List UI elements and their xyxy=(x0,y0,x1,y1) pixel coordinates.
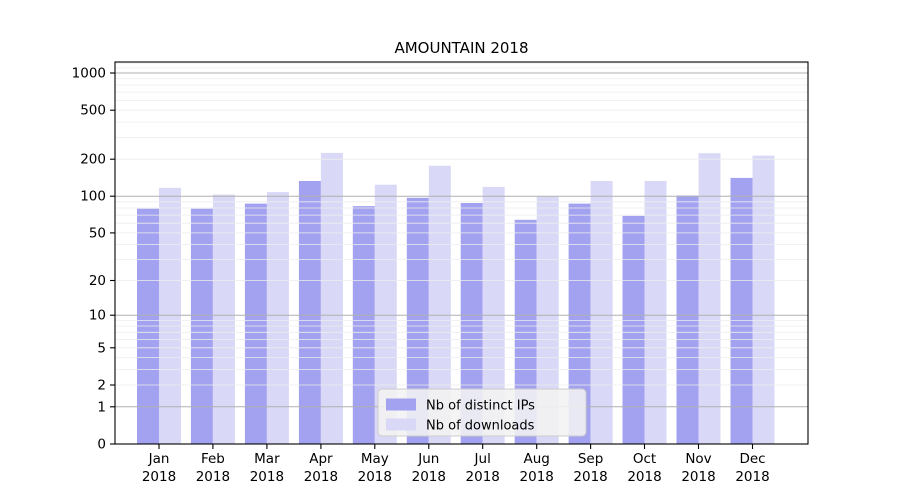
bar-distinct-ips-dec xyxy=(730,177,753,444)
bar-distinct-ips-sep xyxy=(568,203,591,444)
y-tick-label-100: 100 xyxy=(80,189,106,205)
bar-distinct-ips-jul xyxy=(460,203,483,444)
bar-downloads-nov xyxy=(698,153,721,444)
plot-frame xyxy=(114,61,809,445)
y-tick-label-200: 200 xyxy=(80,152,106,168)
x-tick-label-dec: Dec 2018 xyxy=(735,451,769,485)
x-tick-label-feb: Feb 2018 xyxy=(196,451,230,485)
y-tick-label-5: 5 xyxy=(97,340,106,356)
x-tick-label-nov: Nov 2018 xyxy=(681,451,715,485)
y-tick-label-20: 20 xyxy=(89,273,106,289)
axes-layer xyxy=(110,61,809,449)
bar-downloads-apr xyxy=(320,152,343,444)
x-tick-label-sep: Sep 2018 xyxy=(573,451,607,485)
legend-swatch-downloads xyxy=(386,418,416,431)
bars-layer xyxy=(137,152,775,445)
bar-distinct-ips-may xyxy=(352,206,375,444)
x-tick-label-may: May 2018 xyxy=(358,451,392,485)
legend-swatch-distinct-ips xyxy=(386,398,416,411)
legend-box xyxy=(377,388,587,437)
x-tick-label-apr: Apr 2018 xyxy=(304,451,338,485)
bar-downloads-may xyxy=(374,184,397,444)
y-tick-label-2: 2 xyxy=(97,378,106,394)
x-tick-label-oct: Oct 2018 xyxy=(627,451,661,485)
y-tick-label-0: 0 xyxy=(97,437,106,453)
bar-downloads-mar xyxy=(266,192,289,444)
y-tick-label-50: 50 xyxy=(89,225,106,241)
x-tick-label-jan: Jan 2018 xyxy=(142,451,176,485)
bar-downloads-dec xyxy=(752,155,775,444)
grid-layer xyxy=(115,62,808,408)
bar-downloads-sep xyxy=(590,181,613,444)
bar-distinct-ips-apr xyxy=(298,181,321,444)
bar-downloads-feb xyxy=(212,194,235,444)
y-tick-label-1000: 1000 xyxy=(72,66,106,82)
x-tick-label-jul: Jul 2018 xyxy=(466,451,500,485)
bar-downloads-jan xyxy=(159,187,181,445)
y-tick-label-1: 1 xyxy=(97,399,106,415)
y-tick-label-10: 10 xyxy=(89,308,106,324)
x-tick-label-mar: Mar 2018 xyxy=(250,451,284,485)
bar-distinct-ips-nov xyxy=(676,195,699,444)
legend: Nb of distinct IPs Nb of downloads xyxy=(377,388,587,437)
x-tick-label-jun: Jun 2018 xyxy=(412,451,446,485)
chart-title: AMOUNTAIN 2018 xyxy=(394,39,528,57)
bar-distinct-ips-mar xyxy=(244,203,267,444)
x-tick-label-aug: Aug 2018 xyxy=(520,451,554,485)
y-tick-label-500: 500 xyxy=(80,103,106,119)
bar-downloads-oct xyxy=(644,181,667,444)
legend-label-downloads: Nb of downloads xyxy=(426,419,535,434)
bar-downloads-jun xyxy=(428,165,451,444)
legend-label-distinct-ips: Nb of distinct IPs xyxy=(426,399,535,414)
bar-distinct-ips-oct xyxy=(622,215,645,444)
